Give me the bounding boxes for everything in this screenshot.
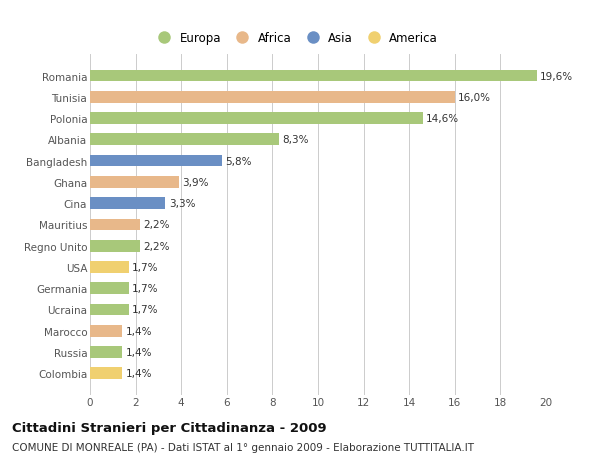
Bar [90,177,179,188]
Bar [90,262,129,273]
Text: 3,3%: 3,3% [169,199,195,209]
Text: 1,7%: 1,7% [132,305,158,315]
Text: 16,0%: 16,0% [458,93,491,102]
Text: 1,4%: 1,4% [125,347,152,357]
Text: 5,8%: 5,8% [226,156,252,166]
Bar [90,241,140,252]
Text: 3,9%: 3,9% [182,178,209,187]
Text: 1,7%: 1,7% [132,284,158,294]
Text: 8,3%: 8,3% [283,135,309,145]
Text: 1,7%: 1,7% [132,263,158,272]
Text: 2,2%: 2,2% [143,220,170,230]
Bar [90,325,122,337]
Bar [90,92,455,103]
Bar [90,134,279,146]
Bar [90,113,423,125]
Bar [90,368,122,379]
Text: Cittadini Stranieri per Cittadinanza - 2009: Cittadini Stranieri per Cittadinanza - 2… [12,421,326,434]
Text: 1,4%: 1,4% [125,369,152,379]
Text: 19,6%: 19,6% [540,71,574,81]
Text: 2,2%: 2,2% [143,241,170,251]
Text: 14,6%: 14,6% [426,114,460,124]
Bar [90,71,537,82]
Bar [90,283,129,294]
Bar [90,156,222,167]
Bar [90,304,129,316]
Bar [90,347,122,358]
Bar [90,198,165,209]
Text: COMUNE DI MONREALE (PA) - Dati ISTAT al 1° gennaio 2009 - Elaborazione TUTTITALI: COMUNE DI MONREALE (PA) - Dati ISTAT al … [12,442,474,452]
Legend: Europa, Africa, Asia, America: Europa, Africa, Asia, America [148,27,443,50]
Text: 1,4%: 1,4% [125,326,152,336]
Bar [90,219,140,231]
